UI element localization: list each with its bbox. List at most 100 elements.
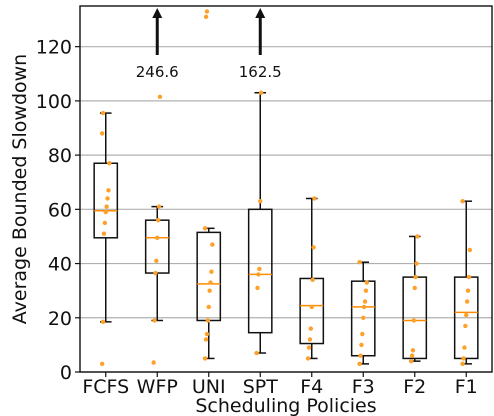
data-point [467,247,473,253]
data-point [462,345,467,350]
iqr-box [350,280,376,357]
data-point [101,231,107,236]
data-point [155,217,161,223]
boxes [93,92,479,365]
data-point [359,342,364,348]
data-points [99,9,473,367]
y-tick-label-40: 40 [48,254,72,276]
x-tick-label-f3: F3 [352,376,375,398]
data-point [361,304,367,310]
points-f2 [408,234,420,364]
data-point [257,266,262,272]
data-point [357,260,362,265]
offscale-value-label: 246.6 [136,63,179,81]
y-axis-label: Average Bounded Slowdown [9,54,31,324]
points-f4 [305,196,317,361]
y-tick-labels: 0 20 40 60 80 100 120 [36,37,80,384]
data-point [258,90,264,95]
data-point [204,331,210,337]
data-point [312,196,317,201]
iqr-box [93,162,119,239]
data-point [103,209,108,215]
x-axis-label: Scheduling Policies [195,395,376,416]
data-point [411,318,417,323]
data-point [309,304,314,310]
data-point [202,226,208,231]
x-tick-label-f4: F4 [300,376,323,398]
data-point [408,358,414,364]
data-point [412,285,417,291]
data-point [107,161,112,166]
x-tick-labels: FCFS WFP UNI SPT F4 F3 F2 F1 [82,372,478,398]
y-tick-label-100: 100 [36,91,72,113]
plot-frame [79,5,493,373]
data-point [204,9,210,14]
data-point [461,356,466,361]
data-point [208,280,213,285]
data-point [152,318,157,323]
iqr-box [247,208,273,334]
data-point [156,204,162,209]
points-uni [202,9,215,361]
data-point [463,323,468,329]
y-tick-label-60: 60 [48,199,72,221]
data-point [409,353,415,358]
data-point [361,315,366,320]
points-spt [254,90,264,356]
data-point [209,269,214,274]
data-point [202,356,208,361]
data-point [155,235,160,240]
x-tick-label-fcfs: FCFS [82,376,129,398]
x-tick-label-f1: F1 [455,376,478,398]
annotation-spt: 162.5 [239,8,282,81]
box-uni [196,227,222,360]
data-point [307,337,313,342]
data-point [157,94,163,100]
data-point [210,242,215,247]
data-point [415,234,420,239]
iqr-box [453,276,479,360]
data-point [154,258,159,264]
data-point [205,318,211,323]
data-point [360,331,365,337]
data-point [362,299,368,304]
y-tick-label-0: 0 [60,362,72,384]
iqr-box [299,277,325,345]
data-point [255,285,260,291]
data-point [306,345,312,350]
x-tick-label-f2: F2 [403,376,426,398]
data-point [460,361,465,367]
box-fcfs [93,112,119,323]
data-point [254,350,259,356]
x-tick-label-uni: UNI [192,376,226,398]
gridlines [80,46,492,373]
data-point [310,277,315,283]
data-point [105,196,110,201]
box-wfp [144,205,170,322]
data-point [99,131,105,136]
data-point [465,288,471,293]
data-point [99,361,105,367]
annotations: 246.6 162.5 [136,8,282,81]
box-f1 [453,200,479,365]
data-point [410,348,416,353]
data-point [258,199,263,204]
x-tick-label-spt: SPT [243,376,279,398]
points-fcfs [99,110,112,367]
data-point [203,337,209,342]
annotation-wfp: 246.6 [136,8,179,81]
points-f3 [357,260,370,367]
data-point [203,14,209,20]
data-point [311,245,316,250]
data-point [464,312,469,318]
data-point [151,360,156,365]
data-point [363,288,369,293]
offscale-arrow-head [152,8,163,18]
data-point [464,299,470,304]
data-point [102,220,108,226]
data-point [100,110,106,116]
data-point [207,288,212,293]
data-point [414,261,419,266]
